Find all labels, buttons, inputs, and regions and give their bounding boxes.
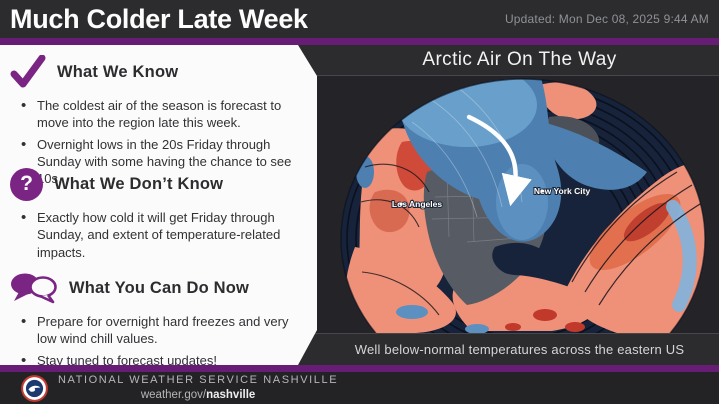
footer-url-bold: nashville	[206, 388, 256, 401]
section-header: ? What We Don’t Know	[0, 165, 310, 203]
map-caption: Well below-normal temperatures across th…	[300, 333, 719, 365]
purple-divider-top	[0, 38, 719, 45]
section-header: What You Can Do Now	[0, 269, 310, 307]
bullet-item: The coldest air of the season is forecas…	[21, 96, 305, 132]
section-what-we-know: What We Know The coldest air of the seas…	[0, 53, 310, 191]
purple-divider-bottom	[0, 365, 719, 372]
updated-timestamp: Updated: Mon Dec 08, 2025 9:44 AM	[504, 12, 709, 26]
footer-url: weather.gov/nashville	[141, 388, 255, 402]
page-title: Much Colder Late Week	[10, 3, 308, 34]
arctic-air-arrow	[466, 114, 532, 207]
check-icon	[10, 55, 46, 89]
header: Much Colder Late Week Updated: Mon Dec 0…	[0, 0, 719, 38]
bullet-item: Overnight lows in the 20s Friday through…	[21, 135, 305, 188]
question-icon: ?	[10, 167, 43, 201]
map-area: Los Angeles New York City	[300, 77, 719, 333]
map-panel-title: Arctic Air On The Way	[300, 45, 719, 76]
speech-bubbles-icon	[10, 271, 58, 305]
section-header: What We Know	[0, 53, 310, 91]
arctic-air-globe-map: Los Angeles New York City	[317, 77, 719, 333]
footer-url-prefix: weather.gov/	[140, 388, 207, 401]
footer-org-name: NATIONAL WEATHER SERVICE NASHVILLE	[58, 373, 339, 386]
bullet-list: Exactly how cold it will get Friday thro…	[0, 208, 310, 261]
section-title: What We Don’t Know	[54, 174, 224, 193]
city-label-los-angeles: Los Angeles	[392, 199, 442, 209]
bullet-list: The coldest air of the season is forecas…	[0, 96, 310, 188]
city-label-new-york-city: New York City	[534, 186, 591, 196]
bullet-list: Prepare for overnight hard freezes and v…	[0, 312, 310, 365]
section-title: What We Know	[57, 62, 179, 81]
bullet-item: Exactly how cold it will get Friday thro…	[21, 208, 305, 261]
nws-logo	[21, 374, 48, 402]
info-panel: What We Know The coldest air of the seas…	[0, 45, 317, 365]
section-what-you-can-do: What You Can Do Now Prepare for overnigh…	[0, 269, 310, 365]
section-title: What You Can Do Now	[69, 278, 250, 297]
section-what-we-dont-know: ? What We Don’t Know Exactly how cold it…	[0, 165, 310, 265]
footer: NATIONAL WEATHER SERVICE NASHVILLE weath…	[0, 372, 719, 404]
bullet-item: Prepare for overnight hard freezes and v…	[21, 312, 305, 348]
footer-text: NATIONAL WEATHER SERVICE NASHVILLE weath…	[58, 374, 338, 402]
bullet-item: Stay tuned to forecast updates!	[21, 351, 305, 365]
map-panel: Arctic Air On The Way	[300, 45, 719, 365]
